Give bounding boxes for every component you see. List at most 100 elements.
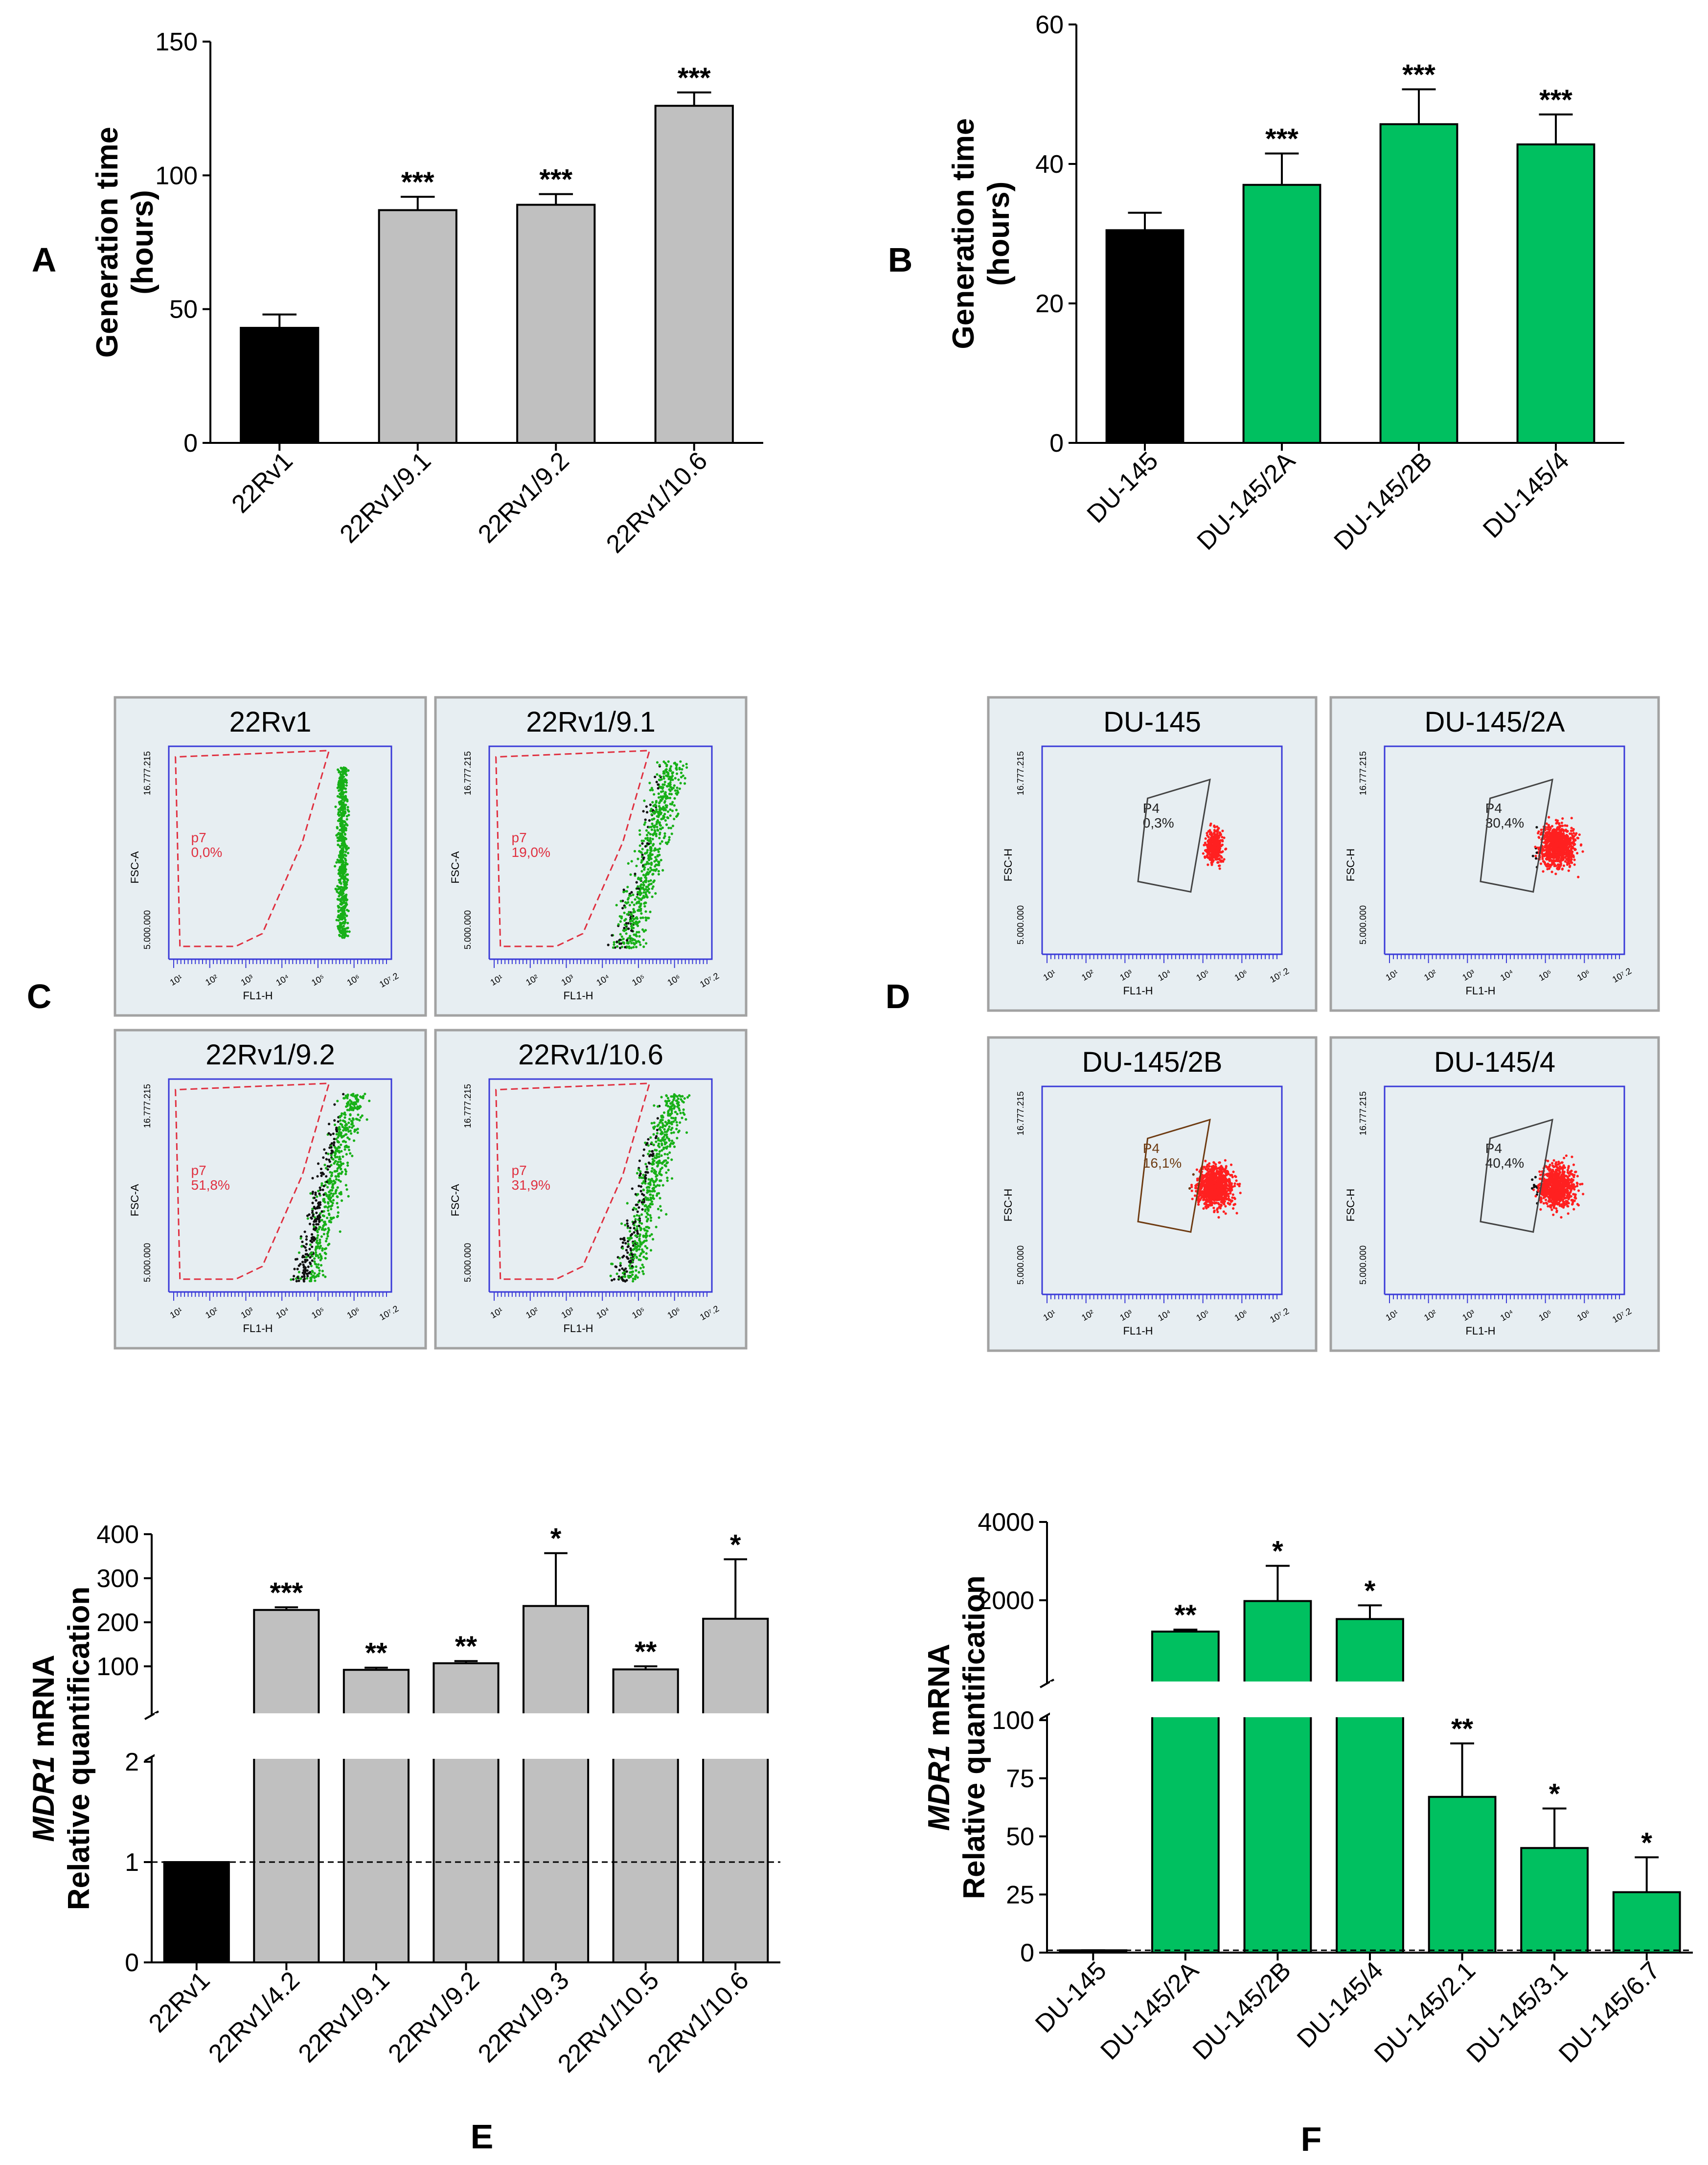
facs-event-dot	[331, 1157, 334, 1160]
facs-event-dot	[1573, 863, 1576, 866]
facs-event-dot	[674, 789, 677, 792]
facs-event-dot	[1551, 852, 1554, 855]
facs-event-dot	[342, 1093, 345, 1096]
facs-event-dot	[651, 822, 654, 825]
facs-event-dot	[335, 919, 338, 921]
facs-event-dot	[624, 901, 627, 904]
facs-event-dot	[340, 907, 343, 910]
facs-event-dot	[678, 1107, 681, 1110]
facs-event-dot	[643, 902, 646, 905]
facs-event-dot	[311, 1259, 314, 1262]
facs-event-dot	[1540, 829, 1543, 831]
facs-event-dot	[346, 852, 349, 854]
facs-event-dot	[339, 825, 342, 828]
facs-event-dot	[345, 886, 348, 889]
facs-event-dot	[309, 1256, 312, 1259]
facs-event-dot	[631, 923, 634, 926]
facs-gate-percent: 0,3%	[1143, 815, 1174, 830]
facs-event-dot	[657, 1123, 660, 1127]
facs-event-dot	[348, 1138, 351, 1141]
facs-event-dot	[638, 931, 640, 934]
facs-event-dot	[345, 1153, 348, 1156]
facs-event-dot	[657, 1192, 660, 1195]
facs-event-dot	[649, 1214, 652, 1217]
facs-event-dot	[344, 787, 347, 790]
facs-event-dot	[1217, 1216, 1220, 1219]
facs-event-dot	[345, 781, 348, 784]
significance-label: ***	[539, 164, 572, 196]
facs-event-dot	[650, 813, 653, 816]
facs-event-dot	[335, 1189, 338, 1192]
facs-event-dot	[1548, 856, 1551, 859]
facs-event-dot	[678, 1109, 681, 1112]
facs-event-dot	[1213, 824, 1216, 827]
facs-event-dot	[655, 823, 658, 826]
facs-event-dot	[337, 819, 340, 822]
facs-event-dot	[1551, 845, 1554, 848]
facs-event-dot	[322, 1156, 325, 1159]
facs-event-dot	[1542, 849, 1546, 852]
facs-event-dot	[682, 764, 684, 767]
facs-event-dot	[345, 883, 348, 886]
facs-gate-percent: 30,4%	[1485, 815, 1524, 830]
facs-event-dot	[657, 850, 660, 853]
facs-event-dot	[1552, 859, 1555, 862]
facs-event-dot	[311, 1176, 314, 1180]
facs-event-dot	[311, 1209, 314, 1212]
facs-event-dot	[668, 792, 671, 796]
facs-event-dot	[659, 827, 662, 830]
facs-xaxis-label: FL1-H	[243, 990, 273, 1002]
facs-event-dot	[648, 855, 651, 858]
facs-event-dot	[343, 1145, 346, 1149]
facs-event-dot	[340, 1199, 343, 1202]
facs-event-dot	[1211, 837, 1214, 841]
facs-event-dot	[336, 890, 339, 893]
facs-event-dot	[1555, 822, 1558, 825]
facs-event-dot	[638, 850, 641, 852]
facs-event-dot	[645, 1232, 648, 1235]
facs-event-dot	[661, 790, 664, 793]
facs-event-dot	[646, 1213, 650, 1216]
facs-event-dot	[659, 1170, 661, 1173]
facs-event-dot	[1566, 853, 1569, 856]
facs-event-dot	[664, 1146, 667, 1149]
facs-event-dot	[1569, 859, 1572, 863]
facs-event-dot	[319, 1245, 321, 1249]
facs-event-dot	[644, 910, 647, 913]
facs-event-dot	[656, 829, 659, 831]
facs-event-dot	[1224, 1205, 1227, 1208]
facs-event-dot	[1566, 844, 1569, 847]
facs-event-dot	[651, 1167, 654, 1170]
facs-event-dot	[635, 1265, 638, 1268]
facs-event-dot	[1567, 869, 1570, 872]
facs-event-dot	[638, 1184, 640, 1188]
facs-event-dot	[1534, 857, 1538, 860]
facs-event-dot	[634, 1218, 637, 1221]
facs-event-dot	[1539, 862, 1543, 865]
facs-event-dot	[314, 1191, 317, 1194]
facs-event-dot	[652, 1197, 655, 1200]
facs-event-dot	[638, 844, 641, 847]
facs-plot-title: DU-145/2B	[1082, 1046, 1223, 1078]
category-label: 22Rv1/10.6	[601, 446, 713, 558]
facs-event-dot	[652, 1160, 655, 1163]
facs-event-dot	[333, 1119, 336, 1122]
facs-event-dot	[337, 768, 340, 771]
facs-event-dot	[651, 853, 654, 856]
facs-event-dot	[1206, 831, 1208, 835]
facs-event-dot	[305, 1277, 309, 1280]
facs-event-dot	[1544, 838, 1547, 841]
facs-event-dot	[662, 1111, 666, 1114]
facs-event-dot	[311, 1207, 314, 1210]
facs-event-dot	[335, 1133, 338, 1136]
facs-event-dot	[342, 835, 345, 838]
facs-event-dot	[651, 788, 654, 792]
facs-event-dot	[345, 1188, 348, 1191]
facs-event-dot	[657, 815, 660, 818]
facs-event-dot	[661, 1119, 664, 1122]
facs-event-dot	[339, 850, 342, 853]
facs-event-dot	[350, 1123, 353, 1126]
facs-event-dot	[657, 873, 660, 875]
facs-event-dot	[641, 1241, 644, 1244]
facs-event-dot	[634, 1220, 637, 1223]
